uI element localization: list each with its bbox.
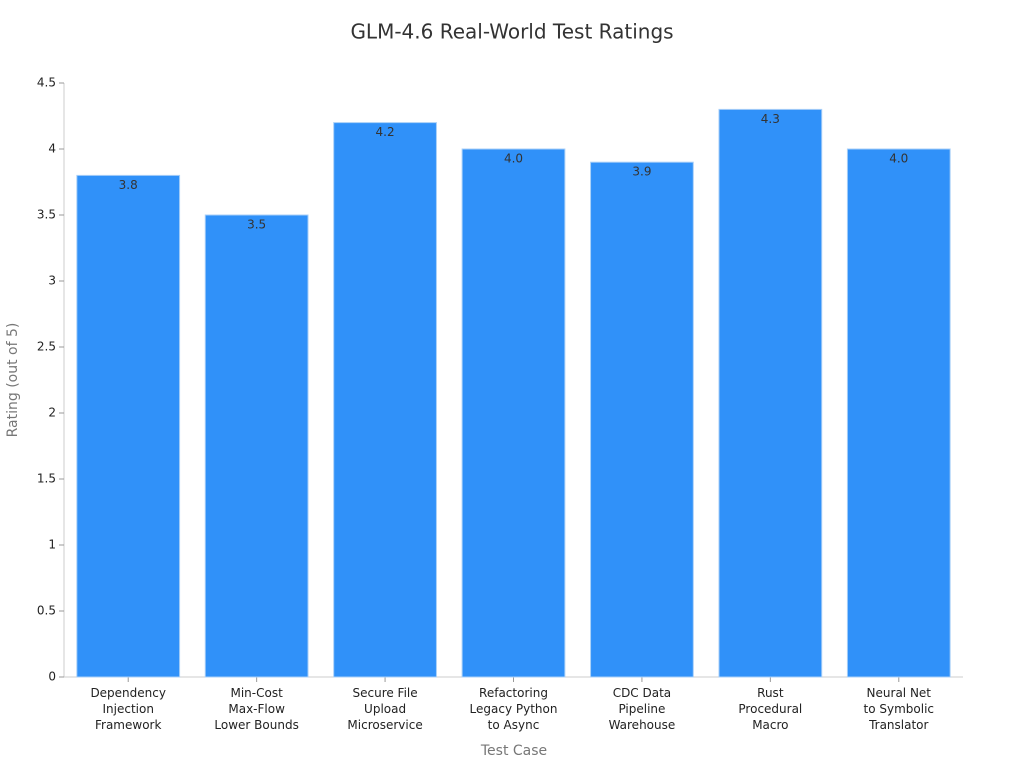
x-tick-label: Neural Net to Symbolic Translator (864, 686, 935, 732)
y-tick-label: 1 (48, 538, 56, 552)
bar (76, 174, 181, 678)
x-tick-label: Refactoring Legacy Python to Async (470, 686, 558, 732)
bar (461, 148, 566, 678)
y-tick-label: 4 (48, 142, 56, 156)
y-tick-label: 0.5 (37, 604, 56, 618)
x-tick-label: Dependency Injection Framework (90, 686, 166, 732)
value-label: 4.3 (761, 112, 780, 126)
value-label: 4.0 (504, 152, 523, 166)
y-tick-label: 3.5 (37, 208, 56, 222)
x-tick-label: Secure File Upload Microservice (347, 686, 422, 732)
bar (333, 122, 437, 678)
value-label: 4.0 (889, 152, 908, 166)
bar (204, 214, 309, 678)
x-tick-label: Rust Procedural Macro (738, 686, 802, 732)
x-axis-title: Test Case (480, 743, 547, 759)
x-tick-label: CDC Data Pipeline Warehouse (609, 686, 676, 732)
y-axis-title: Rating (out of 5) (5, 323, 21, 438)
y-tick-label: 1.5 (37, 472, 56, 486)
bar (846, 148, 951, 678)
y-tick-label: 0 (48, 670, 56, 684)
y-tick-label: 2.5 (37, 340, 56, 354)
y-tick-label: 4.5 (37, 76, 56, 90)
chart-title: GLM-4.6 Real-World Test Ratings (350, 20, 673, 44)
value-label: 3.5 (247, 218, 266, 232)
x-tick-label: Min-Cost Max-Flow Lower Bounds (214, 686, 298, 732)
value-label: 4.2 (376, 125, 395, 139)
value-label: 3.9 (632, 165, 651, 179)
bar (590, 161, 694, 678)
y-tick-label: 3 (48, 274, 56, 288)
value-label: 3.8 (119, 178, 138, 192)
y-tick-label: 2 (48, 406, 56, 420)
bar (718, 108, 823, 678)
